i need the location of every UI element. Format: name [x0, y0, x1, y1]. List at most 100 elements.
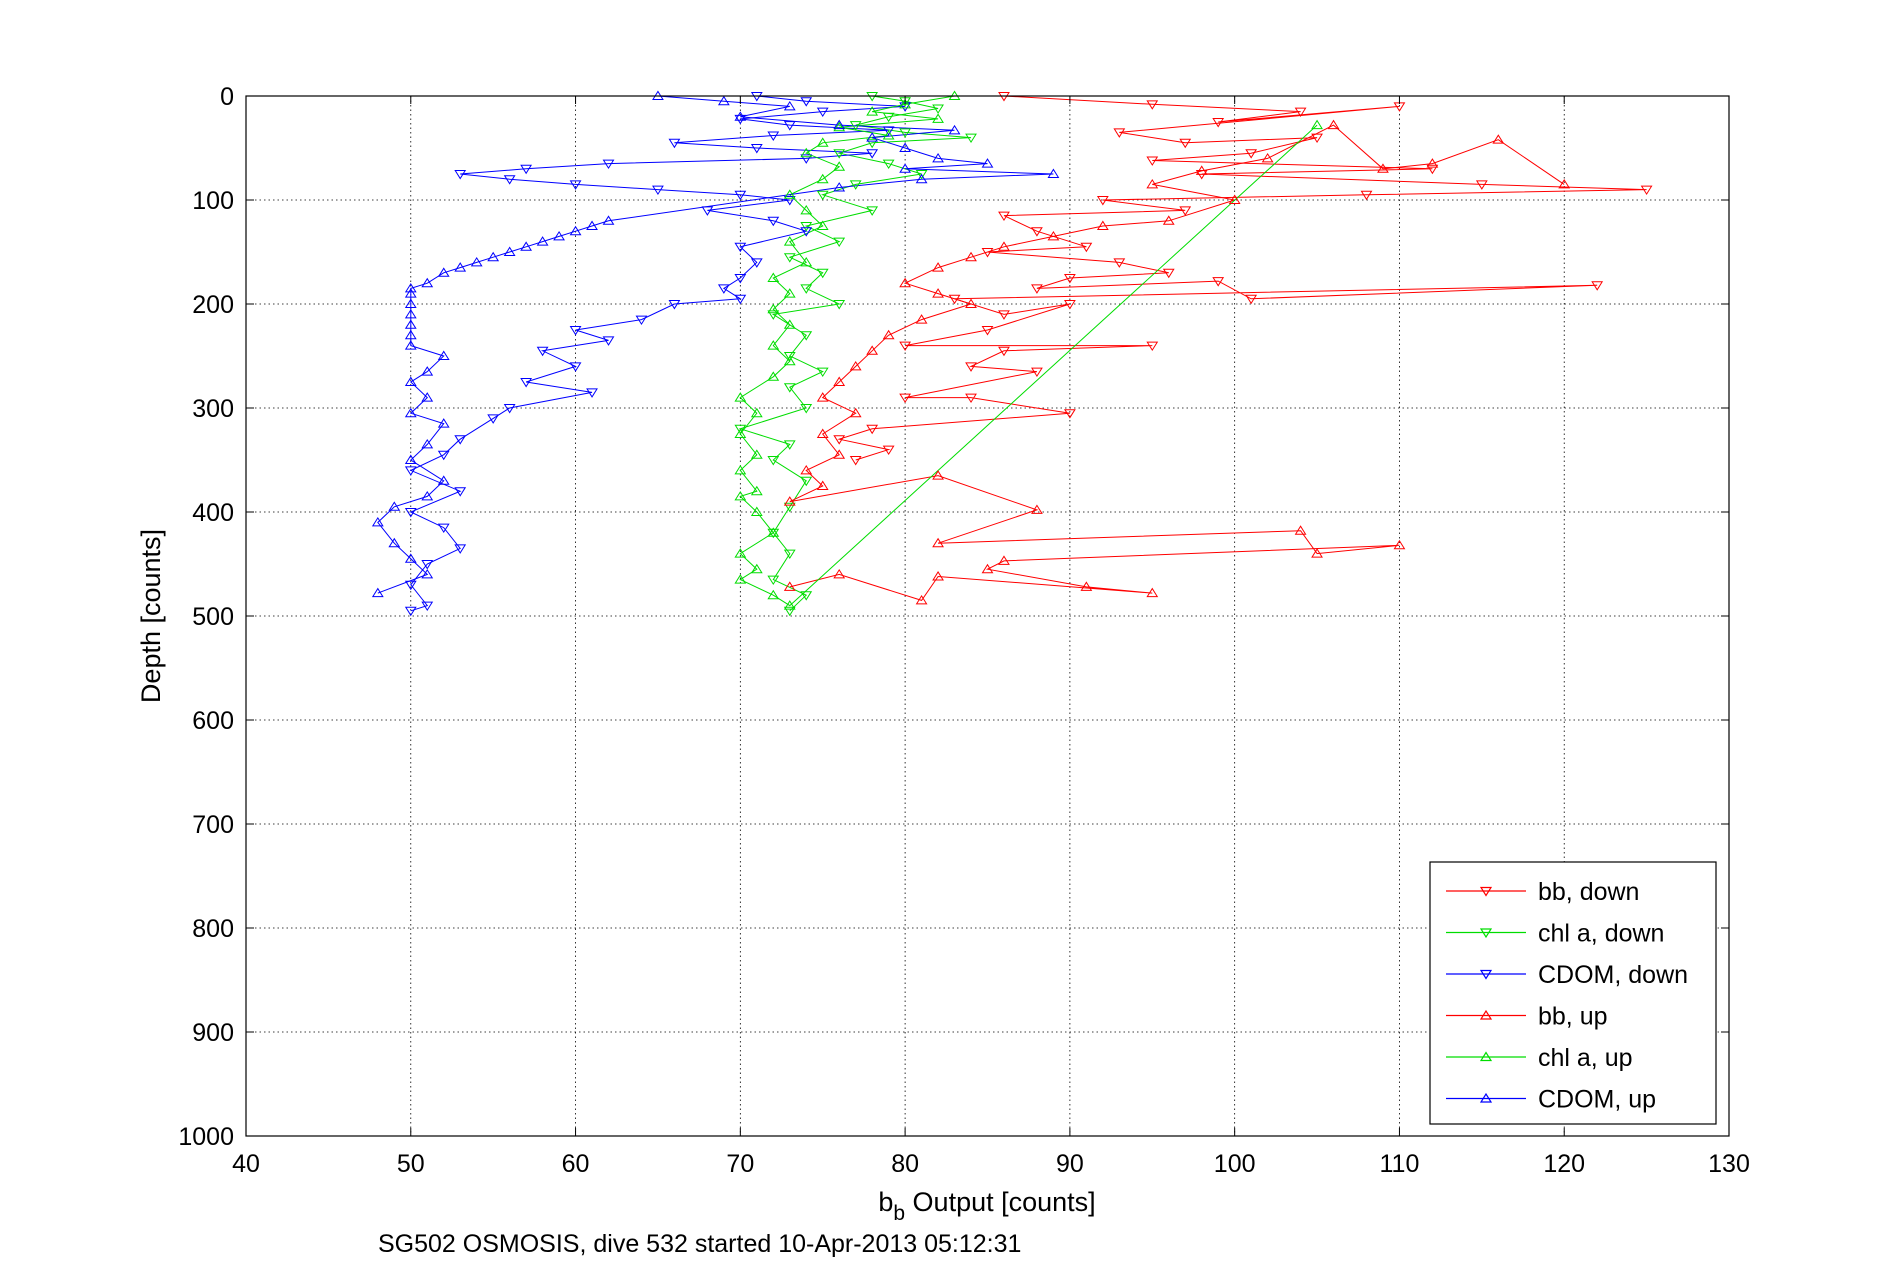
y-axis-label: Depth [counts]: [136, 529, 166, 703]
data-point: [404, 298, 417, 308]
data-point: [1031, 227, 1043, 237]
x-axis-ticks: 40 50 60 70 80 90 100 110 120 130: [232, 96, 1750, 1178]
data-point: [998, 555, 1010, 565]
data-point: [800, 147, 813, 158]
data-point: [816, 480, 829, 490]
data-point: [586, 220, 598, 230]
data-point: [1640, 185, 1653, 196]
data-point: [421, 568, 434, 579]
data-point: [701, 206, 714, 216]
data-point: [899, 277, 912, 288]
data-point: [849, 180, 862, 190]
data-point: [767, 340, 780, 350]
data-point: [800, 404, 813, 414]
data-point: [767, 216, 780, 227]
data-point: [454, 435, 467, 445]
data-point: [899, 163, 912, 173]
data-point: [981, 248, 994, 258]
data-point: [503, 246, 516, 256]
series-line: [837, 95, 1647, 461]
data-point: [1261, 152, 1274, 163]
data-point: [882, 112, 895, 123]
data-point: [767, 527, 780, 537]
data-point: [932, 537, 944, 548]
data-point: [635, 315, 648, 326]
y-axis-ticks: 0 100 200 300 400 500 600 700 800 900 1000: [178, 83, 1729, 1151]
data-point: [882, 445, 895, 456]
data-point: [388, 537, 401, 548]
data-point: [421, 490, 434, 501]
data-point: [437, 418, 450, 428]
data-point: [1360, 190, 1373, 201]
x-tick-label: 90: [1056, 1150, 1084, 1178]
data-point: [404, 454, 417, 464]
data-point: [1327, 119, 1340, 130]
data-point: [1393, 539, 1406, 550]
data-point: [1113, 258, 1126, 268]
data-point: [569, 180, 582, 190]
data-point: [849, 407, 862, 418]
data-point: [816, 107, 829, 118]
x-axis-label-main: b: [878, 1187, 893, 1217]
data-point: [948, 294, 961, 305]
data-point: [882, 159, 895, 170]
data-point: [421, 277, 434, 288]
y-tick-label: 600: [192, 707, 234, 735]
data-point: [470, 256, 483, 267]
x-tick-label: 70: [726, 1150, 754, 1178]
data-point: [734, 424, 747, 435]
data-point: [750, 144, 763, 154]
data-point: [569, 362, 582, 372]
data-point: [1475, 180, 1488, 190]
data-point: [421, 392, 434, 402]
data-point: [783, 502, 796, 513]
data-point: [734, 242, 747, 253]
legend: bb, down chl a, down CDOM, down bb, up chl a…: [1429, 861, 1717, 1125]
data-point: [553, 230, 565, 241]
data-point: [1146, 156, 1159, 166]
data-point: [915, 170, 928, 180]
data-point: [882, 130, 895, 140]
y-tick-label: 300: [192, 395, 234, 423]
data-point: [965, 251, 977, 262]
x-tick-label: 100: [1214, 1150, 1256, 1178]
data-point: [569, 225, 582, 236]
data-point: [1146, 100, 1159, 110]
data-point: [899, 128, 912, 138]
data-point: [783, 355, 796, 366]
legend-label: bb, up: [1538, 1003, 1608, 1031]
data-point: [487, 414, 500, 424]
data-point: [569, 326, 582, 336]
data-point: [767, 528, 780, 539]
y-tick-label: 0: [220, 83, 234, 111]
data-point: [734, 114, 747, 125]
data-point: [783, 581, 796, 591]
data-point: [437, 475, 450, 485]
data-point: [816, 190, 829, 201]
data-point: [833, 449, 846, 459]
data-point: [783, 189, 796, 199]
legend-label: CDOM, down: [1538, 961, 1688, 989]
data-point: [1311, 133, 1323, 144]
data-point: [1096, 196, 1109, 206]
data-point: [734, 548, 747, 558]
data-point: [800, 222, 813, 232]
data-point: [520, 241, 533, 251]
x-tick-label: 110: [1380, 1150, 1420, 1178]
data-point: [734, 490, 747, 501]
y-tick-label: 200: [192, 291, 234, 319]
data-point: [767, 272, 780, 282]
data-point: [767, 310, 780, 320]
data-point: [965, 298, 977, 308]
data-point: [652, 185, 664, 196]
data-point: [783, 383, 796, 393]
x-tick-label: 130: [1708, 1150, 1750, 1178]
x-tick-label: 40: [232, 1150, 260, 1178]
data-point: [1591, 281, 1604, 291]
data-point: [1492, 134, 1505, 144]
data-point: [965, 133, 977, 144]
data-point: [833, 161, 846, 171]
legend-marker: [1479, 928, 1493, 939]
y-tick-label: 1000: [178, 1123, 234, 1151]
data-point: [717, 284, 730, 294]
